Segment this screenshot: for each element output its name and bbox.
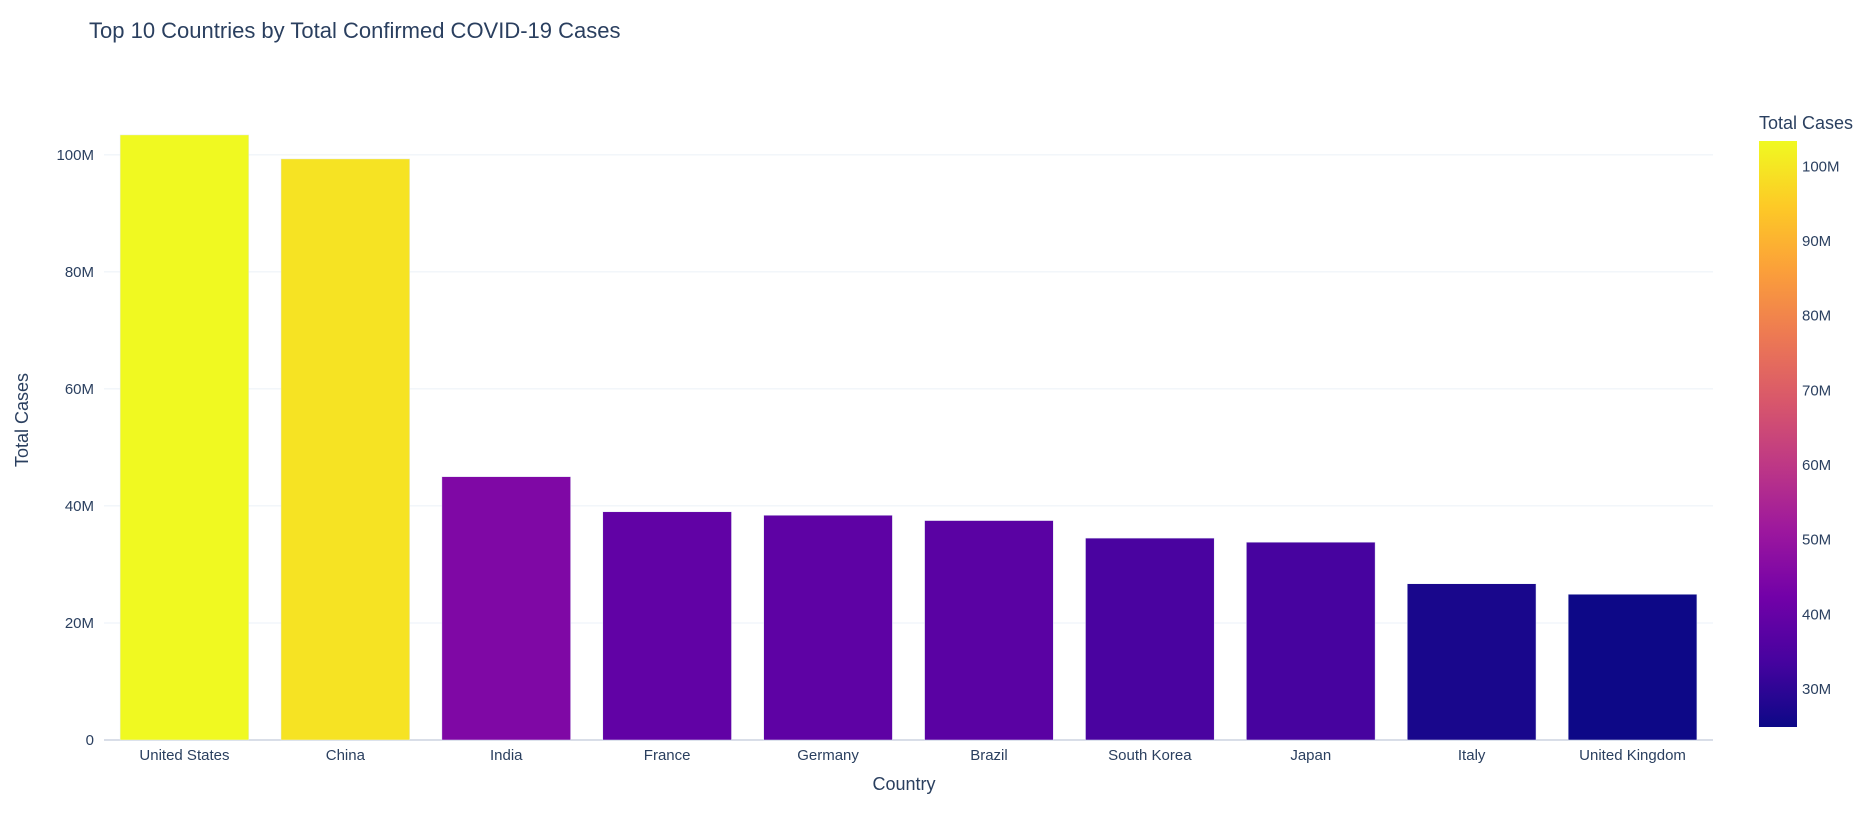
colorbar-tick-label: 60M [1802, 457, 1831, 474]
bar-germany [763, 515, 893, 741]
colorbar-title: Total Cases [1759, 113, 1853, 133]
colorbar-tick-label: 70M [1802, 382, 1831, 399]
x-tick-label: Italy [1458, 747, 1486, 764]
bar-china [280, 158, 410, 741]
x-axis-title: Country [872, 774, 935, 794]
bar-italy [1407, 583, 1537, 741]
y-tick-label: 60M [65, 381, 94, 398]
y-tick-label: 0 [86, 732, 94, 749]
colorbar-tick-label: 90M [1802, 233, 1831, 250]
x-tick-label: South Korea [1108, 747, 1192, 764]
x-tick-label: Germany [797, 747, 859, 764]
x-tick-label: United Kingdom [1579, 747, 1686, 764]
bar-brazil [924, 520, 1054, 741]
x-tick-label: Brazil [970, 747, 1008, 764]
colorbar-tick-label: 50M [1802, 532, 1831, 549]
y-axis-title: Total Cases [12, 373, 32, 467]
x-axis-ticks: United States China India France Germany Braz… [139, 747, 1685, 764]
y-axis-ticks: 0 20M 40M 60M 80M 100M [56, 147, 94, 749]
y-tick-label: 100M [56, 147, 94, 164]
colorbar-tick-label: 30M [1802, 681, 1831, 698]
y-tick-label: 40M [65, 498, 94, 515]
bars [119, 134, 1698, 741]
x-tick-label: Japan [1290, 747, 1331, 764]
chart-title: Top 10 Countries by Total Confirmed COVI… [89, 18, 621, 43]
x-tick-label: China [326, 747, 366, 764]
bar-japan [1246, 541, 1376, 741]
bar-france [602, 511, 732, 741]
colorbar-ticks: 30M 40M 50M 60M 70M 80M 90M 100M [1802, 158, 1840, 698]
bar-united-kingdom [1567, 594, 1698, 741]
bar-south-korea [1085, 537, 1215, 741]
x-tick-label: France [644, 747, 691, 764]
colorbar-gradient [1759, 141, 1797, 727]
colorbar-tick-label: 40M [1802, 606, 1831, 623]
colorbar-tick-label: 80M [1802, 308, 1831, 325]
x-tick-label: India [490, 747, 523, 764]
colorbar: Total Cases 30M 40M 50M 60M 70M 80M 90M 100M [1759, 113, 1853, 727]
x-tick-label: United States [139, 747, 229, 764]
y-tick-label: 80M [65, 264, 94, 281]
bar-united-states [119, 134, 250, 741]
colorbar-tick-label: 100M [1802, 158, 1840, 175]
bar-india [441, 476, 571, 741]
y-tick-label: 20M [65, 615, 94, 632]
